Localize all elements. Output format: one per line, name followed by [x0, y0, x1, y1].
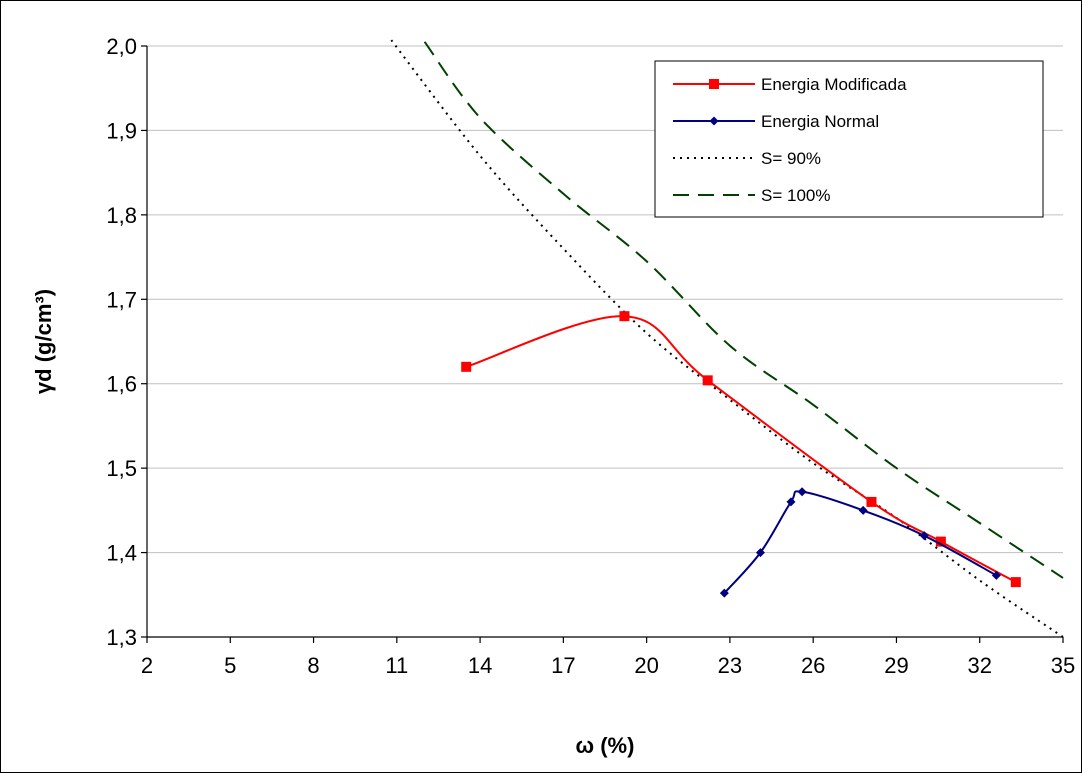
legend-label: Energia Modificada — [761, 75, 907, 94]
y-tick-label: 1,9 — [106, 118, 137, 143]
y-tick-label: 1,5 — [106, 456, 137, 481]
y-axis-title: γd (g/cm³) — [31, 289, 56, 394]
y-tick-label: 2,0 — [106, 34, 137, 59]
legend-swatch-marker — [709, 79, 719, 89]
y-tick-label: 1,6 — [106, 372, 137, 397]
x-tick-label: 17 — [551, 653, 575, 678]
x-tick-label: 23 — [718, 653, 742, 678]
series-0-point — [461, 362, 471, 372]
y-tick-labels: 1,3 1,4 1,5 1,6 1,7 1,8 1,9 2,0 — [106, 34, 147, 650]
series-1-point — [992, 571, 1001, 580]
x-tick-label: 32 — [967, 653, 991, 678]
y-tick-label: 1,7 — [106, 287, 137, 312]
series-0-line — [466, 316, 1016, 582]
series-1 — [720, 487, 1001, 597]
x-tick-label: 11 — [385, 653, 408, 678]
x-tick-label: 26 — [801, 653, 825, 678]
x-tick-labels: 2 5 8 11 14 17 20 23 26 29 32 35 — [141, 637, 1075, 678]
x-tick-label: 2 — [141, 653, 153, 678]
y-tick-label: 1,8 — [106, 203, 137, 228]
series-0-point — [703, 375, 713, 385]
x-tick-label: 14 — [468, 653, 492, 678]
legend-label: S= 90% — [761, 149, 821, 168]
legend: Energia Modificada Energia Normal S= 90% S=… — [655, 61, 1043, 217]
legend-label: Energia Normal — [761, 112, 879, 131]
x-axis-title: ω (%) — [576, 733, 635, 758]
legend-label: S= 100% — [761, 186, 830, 205]
x-tick-label: 20 — [634, 653, 658, 678]
series-0-point — [1011, 577, 1021, 587]
x-tick-label: 8 — [307, 653, 319, 678]
y-tick-label: 1,4 — [106, 541, 137, 566]
series-1-point — [798, 487, 807, 496]
series-0 — [461, 311, 1021, 587]
y-tick-label: 1,3 — [106, 625, 137, 650]
series-1-point — [859, 506, 868, 515]
series-0-point — [866, 497, 876, 507]
x-tick-label: 35 — [1051, 653, 1075, 678]
x-tick-label: 5 — [224, 653, 236, 678]
x-tick-label: 29 — [884, 653, 908, 678]
series-0-point — [619, 311, 629, 321]
